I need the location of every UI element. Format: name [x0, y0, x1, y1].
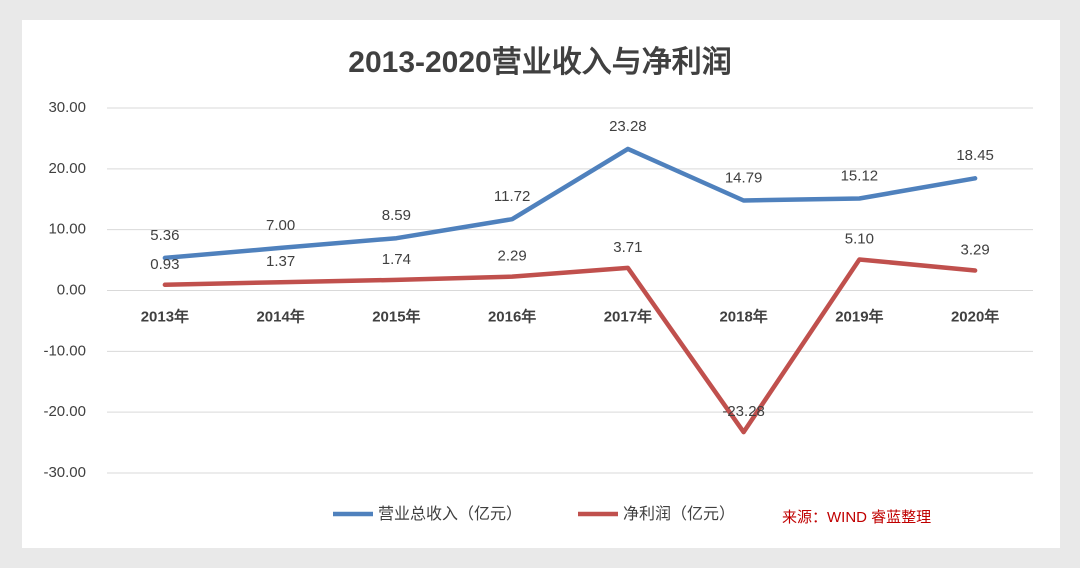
y-tick-label: 20.00 [48, 160, 86, 177]
source-note: 来源：WIND 睿蓝整理 [782, 509, 931, 526]
y-tick-label: -30.00 [43, 464, 86, 481]
series-line [162, 146, 978, 261]
y-tick-label: 30.00 [48, 99, 86, 116]
y-tick-label: -20.00 [43, 403, 86, 420]
chart-title: 2013-2020营业收入与净利润 [348, 45, 731, 79]
legend-label: 净利润（亿元） [623, 505, 735, 523]
data-label: 0.93 [150, 256, 179, 273]
x-tick-label: 2018年 [719, 307, 767, 325]
series-line [162, 257, 978, 435]
x-tick-label: 2014年 [256, 307, 304, 325]
x-tick-label: 2015年 [372, 307, 420, 325]
data-label: 5.36 [150, 227, 179, 244]
y-tick-label: 10.00 [48, 221, 86, 238]
data-label: 1.37 [266, 253, 295, 270]
data-label: 18.45 [956, 147, 994, 164]
data-label: 23.28 [609, 118, 647, 135]
data-label: 2.29 [498, 248, 527, 265]
data-label: 14.79 [725, 169, 763, 186]
data-label: 3.71 [613, 239, 642, 256]
data-label: 1.74 [382, 251, 411, 268]
data-label: 3.29 [961, 241, 990, 258]
x-tick-label: 2020年 [951, 307, 999, 325]
data-label: 8.59 [382, 207, 411, 224]
x-tick-label: 2019年 [835, 307, 883, 325]
y-tick-label: -10.00 [43, 342, 86, 359]
data-label: 15.12 [841, 167, 879, 184]
x-tick-label: 2016年 [488, 307, 536, 325]
data-label: 7.00 [266, 217, 295, 234]
legend-label: 营业总收入（亿元） [378, 505, 522, 523]
x-tick-label: 2017年 [604, 307, 652, 325]
data-label: 11.72 [494, 188, 530, 205]
data-label: -23.28 [722, 403, 765, 420]
y-tick-label: 0.00 [57, 281, 86, 298]
x-tick-label: 2013年 [141, 307, 189, 325]
data-label: 5.10 [845, 230, 874, 247]
